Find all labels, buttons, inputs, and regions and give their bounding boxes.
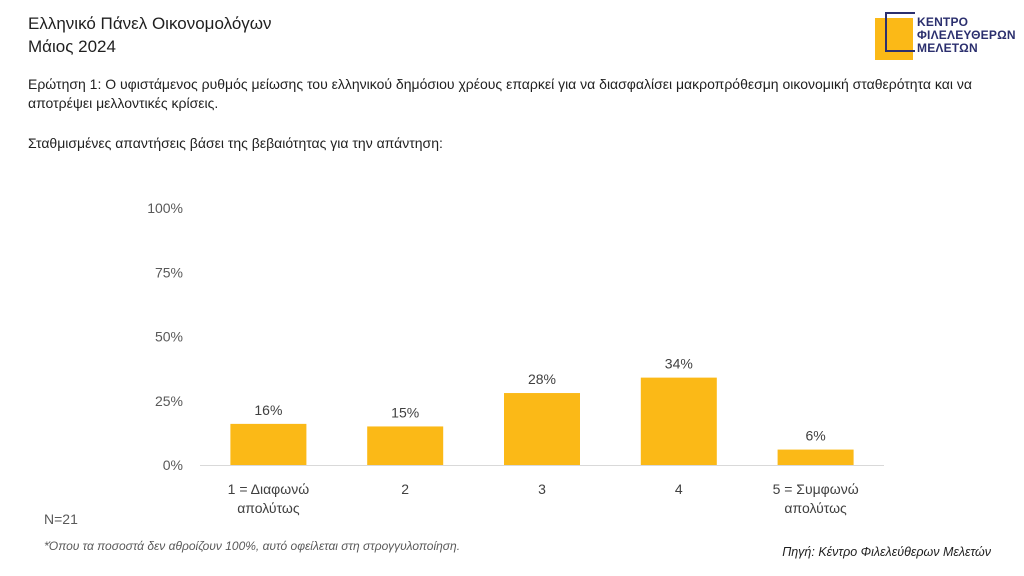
logo-line-1: ΚΕΝΤΡΟ	[917, 15, 969, 29]
sample-size: N=21	[44, 511, 78, 527]
bar	[504, 393, 580, 465]
page-title: Ελληνικό Πάνελ Οικονομολόγων	[28, 14, 272, 33]
x-tick-label: απολύτως	[237, 500, 300, 516]
logo-line-2: ΦΙΛΕΛΕΥΘΕΡΩΝ	[917, 28, 1016, 42]
logo-frame	[885, 12, 915, 52]
y-tick-label: 50%	[155, 329, 183, 345]
x-tick-label: 1 = Διαφωνώ	[228, 481, 310, 497]
data-label: 34%	[665, 356, 693, 372]
x-tick-label: 2	[401, 481, 409, 497]
rounding-footnote: *Όπου τα ποσοστά δεν αθροίζουν 100%, αυτ…	[44, 539, 461, 553]
logo-mark	[875, 18, 913, 60]
x-tick-label: 5 = Συμφωνώ	[773, 481, 859, 497]
source-note: Πηγή: Κέντρο Φιλελεύθερων Μελετών	[782, 545, 991, 559]
y-tick-label: 100%	[147, 200, 183, 216]
y-tick-label: 25%	[155, 393, 183, 409]
data-label: 28%	[528, 371, 556, 387]
page-header: Ελληνικό Πάνελ Οικονομολόγων Μάιος 2024	[28, 12, 272, 58]
chart-subtitle: Σταθμισμένες απαντήσεις βάσει της βεβαιό…	[28, 135, 443, 151]
bar	[367, 426, 444, 465]
bar	[777, 449, 854, 465]
x-tick-label: απολύτως	[784, 500, 847, 516]
y-tick-label: 75%	[155, 264, 183, 280]
data-label: 15%	[391, 404, 419, 420]
page-date: Μάιος 2024	[28, 37, 116, 56]
logo-line-3: ΜΕΛΕΤΩΝ	[917, 41, 978, 55]
bar	[230, 423, 307, 465]
y-tick-label: 0%	[163, 457, 183, 473]
bar	[640, 377, 717, 465]
data-label: 16%	[254, 402, 282, 418]
x-tick-label: 3	[538, 481, 546, 497]
question-text: Ερώτηση 1: Ο υφιστάμενος ρυθμός μείωσης …	[28, 76, 972, 111]
kefim-logo: ΚΕΝΤΡΟ ΦΙΛΕΛΕΥΘΕΡΩΝ ΜΕΛΕΤΩΝ	[875, 12, 1016, 70]
logo-text: ΚΕΝΤΡΟ ΦΙΛΕΛΕΥΘΕΡΩΝ ΜΕΛΕΤΩΝ	[917, 16, 1016, 55]
x-tick-label: 4	[675, 481, 683, 497]
data-label: 6%	[805, 428, 825, 444]
